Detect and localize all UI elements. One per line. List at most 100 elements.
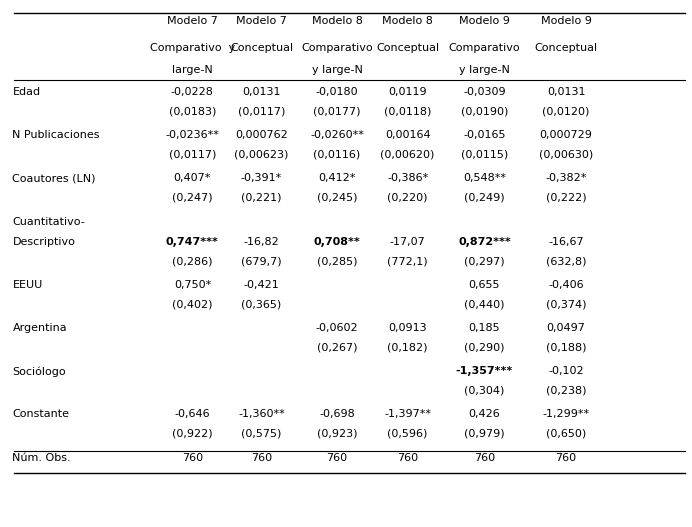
Text: Modelo 9: Modelo 9	[540, 16, 592, 26]
Text: 0,872***: 0,872***	[458, 237, 511, 247]
Text: (0,290): (0,290)	[464, 343, 504, 353]
Text: (0,374): (0,374)	[546, 299, 586, 309]
Text: (0,285): (0,285)	[317, 256, 357, 266]
Text: (772,1): (772,1)	[388, 256, 428, 266]
Text: -0,406: -0,406	[548, 280, 584, 290]
Text: (0,575): (0,575)	[242, 429, 282, 439]
Text: 0,0913: 0,0913	[388, 323, 427, 333]
Text: (0,00630): (0,00630)	[539, 150, 593, 160]
Text: (0,0117): (0,0117)	[238, 106, 285, 116]
Text: 0,708**: 0,708**	[313, 237, 361, 247]
Text: Comparativo: Comparativo	[448, 43, 520, 53]
Text: Argentina: Argentina	[12, 323, 67, 333]
Text: Comparativo: Comparativo	[301, 43, 373, 53]
Text: (0,0177): (0,0177)	[313, 106, 361, 116]
Text: (0,596): (0,596)	[388, 429, 428, 439]
Text: Modelo 7: Modelo 7	[167, 16, 218, 26]
Text: (632,8): (632,8)	[546, 256, 586, 266]
Text: -1,299**: -1,299**	[543, 409, 590, 419]
Text: 0,426: 0,426	[468, 409, 500, 419]
Text: 0,747***: 0,747***	[166, 237, 219, 247]
Text: 0,750*: 0,750*	[174, 280, 211, 290]
Text: (0,247): (0,247)	[172, 193, 212, 203]
Text: Conceptual: Conceptual	[376, 43, 439, 53]
Text: 0,000762: 0,000762	[235, 130, 288, 140]
Text: Coautores (LN): Coautores (LN)	[12, 173, 96, 183]
Text: N Publicaciones: N Publicaciones	[12, 130, 100, 140]
Text: -0,0180: -0,0180	[316, 87, 358, 97]
Text: -17,07: -17,07	[390, 237, 426, 247]
Text: -0,391*: -0,391*	[241, 173, 282, 183]
Text: Cuantitativo-: Cuantitativo-	[12, 217, 85, 227]
Text: (0,979): (0,979)	[464, 429, 504, 439]
Text: 0,407*: 0,407*	[174, 173, 211, 183]
Text: Sociólogo: Sociólogo	[12, 366, 66, 377]
Text: -16,82: -16,82	[244, 237, 280, 247]
Text: (0,267): (0,267)	[317, 343, 357, 353]
Text: (0,182): (0,182)	[388, 343, 428, 353]
Text: -0,386*: -0,386*	[387, 173, 428, 183]
Text: -0,0165: -0,0165	[463, 130, 506, 140]
Text: 0,0131: 0,0131	[547, 87, 585, 97]
Text: 0,0497: 0,0497	[547, 323, 585, 333]
Text: (0,402): (0,402)	[172, 299, 212, 309]
Text: (679,7): (679,7)	[242, 256, 282, 266]
Text: 0,548**: 0,548**	[463, 173, 506, 183]
Text: EEUU: EEUU	[12, 280, 43, 290]
Text: (0,922): (0,922)	[172, 429, 212, 439]
Text: (0,00620): (0,00620)	[381, 150, 435, 160]
Text: Modelo 8: Modelo 8	[311, 16, 363, 26]
Text: (0,188): (0,188)	[546, 343, 586, 353]
Text: 760: 760	[182, 453, 203, 463]
Text: -1,360**: -1,360**	[238, 409, 285, 419]
Text: (0,0190): (0,0190)	[461, 106, 508, 116]
Text: (0,0117): (0,0117)	[169, 150, 216, 160]
Text: (0,286): (0,286)	[172, 256, 212, 266]
Text: -0,0228: -0,0228	[171, 87, 214, 97]
Text: (0,0183): (0,0183)	[169, 106, 216, 116]
Text: (0,245): (0,245)	[317, 193, 357, 203]
Text: 760: 760	[474, 453, 495, 463]
Text: 0,000729: 0,000729	[540, 130, 592, 140]
Text: -0,646: -0,646	[174, 409, 210, 419]
Text: 760: 760	[556, 453, 576, 463]
Text: 760: 760	[327, 453, 347, 463]
Text: -0,421: -0,421	[244, 280, 280, 290]
Text: (0,238): (0,238)	[546, 386, 586, 396]
Text: Edad: Edad	[12, 87, 41, 97]
Text: (0,440): (0,440)	[464, 299, 504, 309]
Text: -0,0309: -0,0309	[463, 87, 506, 97]
Text: Comparativo  y: Comparativo y	[149, 43, 235, 53]
Text: Modelo 8: Modelo 8	[382, 16, 433, 26]
Text: Modelo 9: Modelo 9	[459, 16, 510, 26]
Text: (0,222): (0,222)	[546, 193, 586, 203]
Text: Conceptual: Conceptual	[534, 43, 598, 53]
Text: (0,0120): (0,0120)	[543, 106, 590, 116]
Text: -0,0602: -0,0602	[316, 323, 358, 333]
Text: -16,67: -16,67	[548, 237, 584, 247]
Text: large-N: large-N	[172, 65, 212, 75]
Text: (0,249): (0,249)	[464, 193, 504, 203]
Text: 0,0119: 0,0119	[388, 87, 427, 97]
Text: 0,185: 0,185	[468, 323, 500, 333]
Text: -0,382*: -0,382*	[545, 173, 587, 183]
Text: -0,0260**: -0,0260**	[310, 130, 364, 140]
Text: (0,0116): (0,0116)	[313, 150, 361, 160]
Text: Constante: Constante	[12, 409, 69, 419]
Text: (0,00623): (0,00623)	[235, 150, 289, 160]
Text: 0,0131: 0,0131	[242, 87, 281, 97]
Text: y large-N: y large-N	[311, 65, 363, 75]
Text: (0,650): (0,650)	[546, 429, 586, 439]
Text: -1,397**: -1,397**	[384, 409, 431, 419]
Text: Modelo 7: Modelo 7	[236, 16, 287, 26]
Text: 0,412*: 0,412*	[318, 173, 356, 183]
Text: Descriptivo: Descriptivo	[12, 237, 75, 247]
Text: (0,297): (0,297)	[464, 256, 504, 266]
Text: (0,304): (0,304)	[464, 386, 504, 396]
Text: (0,923): (0,923)	[317, 429, 357, 439]
Text: -0,102: -0,102	[548, 366, 584, 376]
Text: -1,357***: -1,357***	[456, 366, 513, 376]
Text: -0,698: -0,698	[319, 409, 355, 419]
Text: Núm. Obs.: Núm. Obs.	[12, 453, 71, 463]
Text: -0,0236**: -0,0236**	[165, 130, 219, 140]
